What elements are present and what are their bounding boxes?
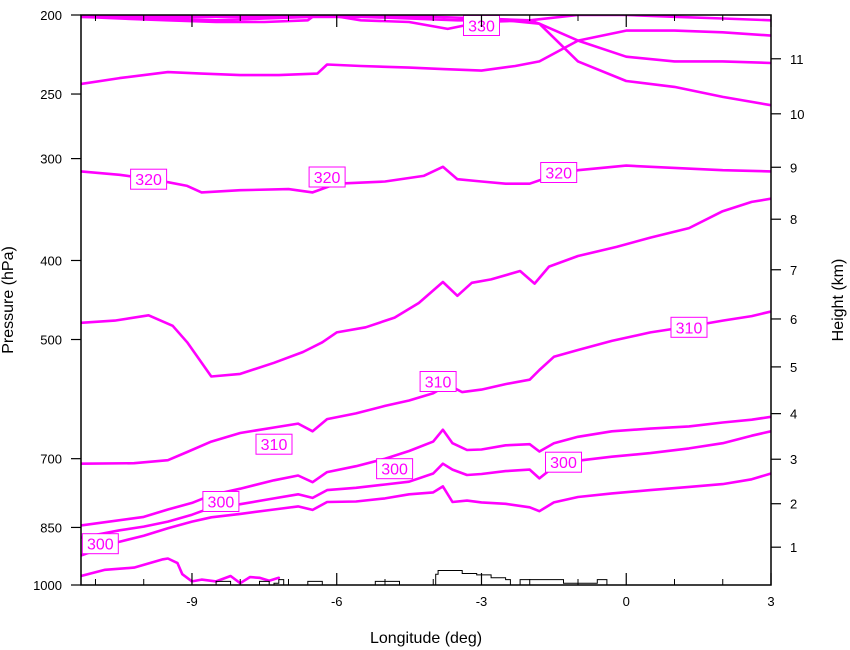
contour-label: 310 [670, 316, 708, 338]
contour-label: 320 [130, 168, 168, 190]
contour-label-box [202, 491, 240, 512]
y-axis-title: Pressure (hPa) [0, 246, 17, 354]
contour-label-box [130, 168, 168, 190]
contour-label: 300 [376, 458, 414, 480]
y2-tick-label: 8 [790, 212, 797, 227]
plot-frame [80, 14, 772, 586]
contour-lines [81, 15, 771, 585]
contour-label-box [81, 533, 119, 555]
y2-tick-label: 10 [790, 107, 804, 122]
contour-label-box [540, 162, 578, 183]
y2-tick-label: 5 [790, 360, 797, 375]
y2-tick-label: 2 [790, 497, 797, 512]
y2-tick-label: 9 [790, 160, 797, 175]
contour-300 [81, 429, 771, 540]
y2-tick-label: 4 [790, 407, 797, 422]
contour-label: 300 [545, 451, 582, 473]
contour-label-text: 300 [381, 462, 408, 479]
y-tick-label: 500 [40, 333, 62, 348]
contour-305-lower [81, 415, 771, 527]
orography [211, 570, 608, 585]
y2-tick-label: 11 [790, 52, 804, 67]
y-tick-label: 850 [40, 520, 62, 535]
contour-label: 300 [81, 533, 119, 555]
contour-label: 320 [308, 166, 346, 188]
contour-310-upper [81, 197, 771, 378]
y-tick-label: 250 [40, 87, 62, 102]
contour-label-box [545, 451, 582, 473]
contour-330-b [81, 29, 771, 86]
x-tick-label: 3 [767, 594, 774, 609]
contour-330-d [81, 15, 771, 107]
terrain-outline [211, 570, 608, 585]
contour-label-text: 300 [208, 495, 235, 512]
y2-axis-title: Height (km) [830, 259, 847, 342]
contour-surface [81, 557, 281, 585]
x-tick-label: -6 [331, 594, 343, 609]
contour-label-box [670, 316, 708, 338]
contour-label: 310 [419, 371, 457, 392]
y2-tick-label: 7 [790, 263, 797, 278]
y2-tick-label: 6 [790, 312, 797, 327]
contour-label-text: 320 [135, 172, 162, 189]
contour-label: 310 [255, 433, 293, 455]
contour-label-box [376, 458, 414, 480]
x-tick-label: -3 [476, 594, 488, 609]
y2-tick-label: 3 [790, 452, 797, 467]
x-tick-label: 0 [623, 594, 630, 609]
y-tick-label: 1000 [33, 578, 62, 593]
contour-label-text: 310 [261, 437, 288, 454]
y-tick-label: 700 [40, 452, 62, 467]
contour-label-text: 320 [314, 170, 341, 187]
x-tick-label: -9 [186, 594, 198, 609]
contour-label-box [308, 166, 346, 188]
y-tick-label: 300 [40, 152, 62, 167]
contour-label-text: 320 [545, 166, 572, 183]
contour-label-text: 300 [87, 537, 114, 554]
contour-label: 320 [540, 162, 578, 183]
y2-tick-label: 1 [790, 540, 797, 555]
x-axis-title: Longitude (deg) [370, 630, 482, 647]
contour-label-box [419, 371, 457, 392]
y-tick-label: 400 [40, 253, 62, 268]
contour-label: 300 [202, 491, 240, 512]
y-tick-label: 200 [40, 8, 62, 23]
contour-label-box [255, 433, 293, 455]
contour-label-text: 310 [676, 320, 703, 337]
axes: -9 -6 -3 0 3 200 250 300 400 500 700 850 1000 1 2 3 4 5 6 7… [33, 8, 804, 609]
contour-320 [81, 164, 771, 194]
contour-295 [81, 472, 771, 557]
contour-label-text: 300 [550, 455, 577, 472]
contour-label-text: 310 [425, 375, 452, 392]
